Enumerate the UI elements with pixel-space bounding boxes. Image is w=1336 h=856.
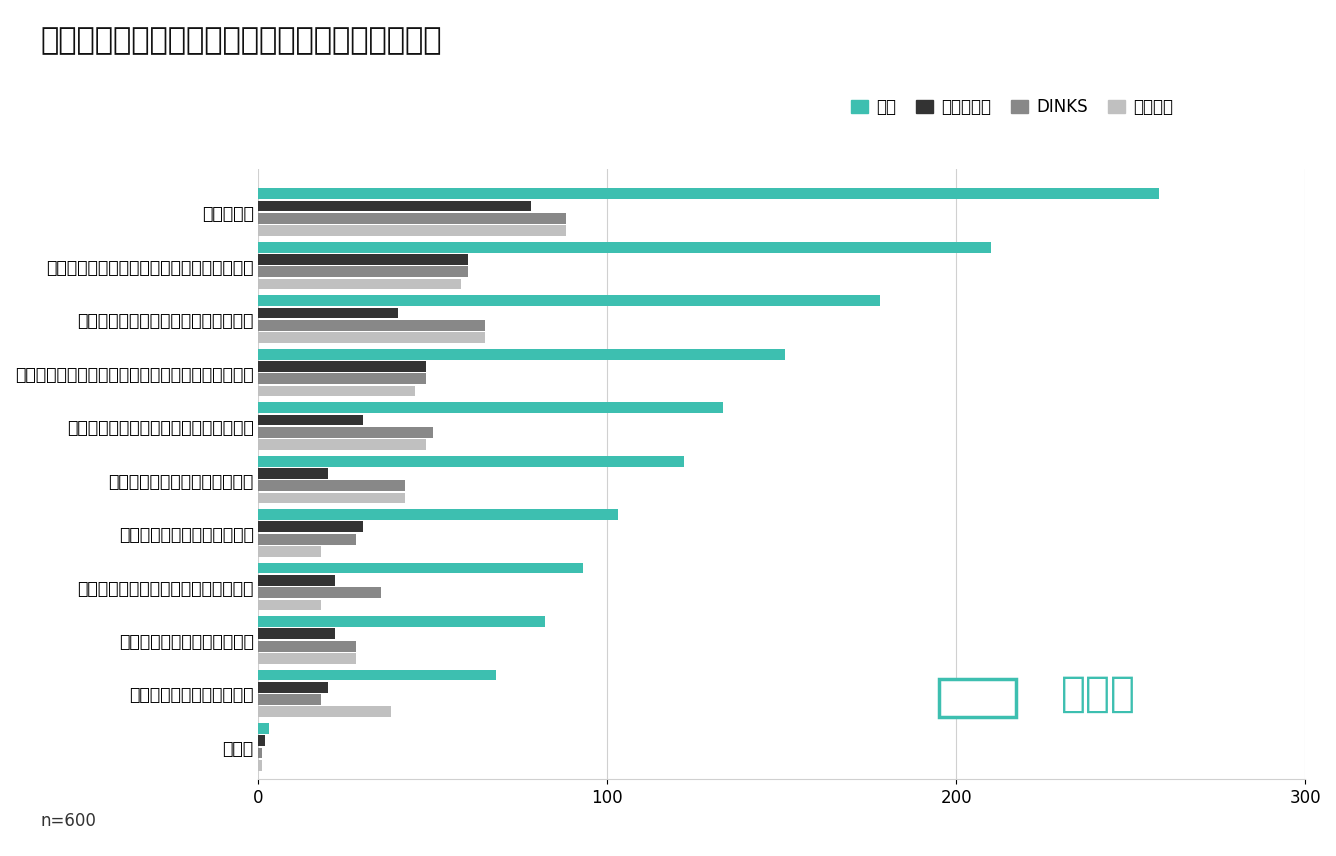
Bar (258, 241, 991, 253)
Bar (258, 348, 786, 360)
Bar (258, 587, 381, 598)
Bar (258, 706, 391, 717)
Bar (957, 687, 998, 710)
Bar (258, 468, 329, 479)
Bar (258, 295, 879, 306)
Bar (258, 616, 545, 627)
Bar (258, 188, 1158, 199)
Bar (258, 599, 321, 610)
Bar (258, 402, 723, 413)
Bar (258, 373, 426, 384)
Bar (258, 546, 321, 557)
Text: カウル: カウル (1061, 673, 1136, 715)
Bar (258, 480, 405, 491)
Bar (258, 455, 684, 467)
Bar (258, 439, 426, 450)
Bar (258, 307, 398, 318)
Bar (258, 575, 335, 586)
Bar (258, 628, 335, 639)
Text: 居住用物件の購入を検討していて困っていること: 居住用物件の購入を検討していて困っていること (40, 26, 442, 55)
Bar (258, 320, 485, 330)
Bar (258, 492, 405, 503)
Bar (258, 641, 357, 651)
Bar (258, 509, 617, 520)
Bar (258, 254, 468, 265)
Bar (258, 682, 329, 693)
Bar (258, 735, 266, 746)
Legend: 全体, 子育て世帯, DINKS, 単身世帯: 全体, 子育て世帯, DINKS, 単身世帯 (851, 98, 1173, 116)
Bar (258, 653, 357, 664)
Bar (258, 386, 415, 396)
Bar (258, 534, 357, 544)
Bar (258, 279, 461, 289)
Bar (258, 266, 468, 277)
Bar (258, 361, 426, 372)
Bar (258, 414, 363, 425)
Text: n=600: n=600 (40, 812, 96, 830)
Bar (258, 723, 269, 734)
Bar (258, 669, 496, 681)
Bar (258, 760, 262, 770)
Bar (258, 332, 485, 343)
Bar (258, 521, 363, 532)
Bar (258, 562, 582, 574)
Bar (258, 213, 565, 223)
Bar (258, 427, 433, 437)
Bar (258, 225, 565, 236)
Bar (258, 694, 321, 705)
Bar (258, 747, 262, 758)
Bar (258, 200, 530, 211)
Bar (939, 679, 1015, 716)
